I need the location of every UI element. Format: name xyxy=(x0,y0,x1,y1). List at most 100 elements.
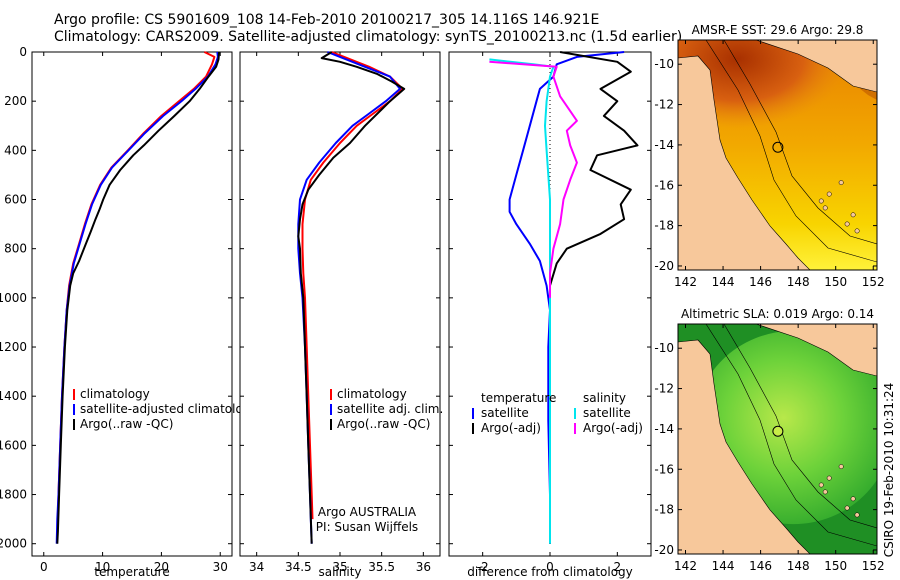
header-title-2: Climatology: CARS2009. Satellite-adjuste… xyxy=(54,29,683,45)
series-line xyxy=(56,51,221,544)
credit-text: CSIRO 19-Feb-2010 10:31:24 xyxy=(882,382,896,558)
x-tick-label: 34.5 xyxy=(285,560,312,574)
difference-legend: temperaturesatelliteArgo(-adj)salinitysa… xyxy=(472,391,643,435)
x-tick-label: 36 xyxy=(416,560,431,574)
reef xyxy=(818,198,824,204)
y-tick-label: 400 xyxy=(4,143,27,157)
argo-org-label: Argo AUSTRALIA xyxy=(318,505,417,519)
map-y-tick-label: -14 xyxy=(654,138,674,152)
map-body xyxy=(678,40,877,270)
legend-label: satellite-adjusted climatology xyxy=(80,402,258,416)
y-tick-label: 1400 xyxy=(0,389,27,403)
map-y-tick-label: -20 xyxy=(654,543,674,557)
bathymetry-contour xyxy=(723,40,877,245)
x-tick-label: -2 xyxy=(477,560,489,574)
reef xyxy=(854,512,860,518)
land-png xyxy=(755,40,877,93)
x-tick-label: 0 xyxy=(546,560,554,574)
reef xyxy=(838,180,844,186)
series-line xyxy=(508,51,625,544)
bathymetry-contour xyxy=(705,324,877,547)
map-title: Altimetric SLA: 0.019 Argo: 0.14 xyxy=(681,307,874,321)
y-tick-label: 1000 xyxy=(0,291,27,305)
bathymetry-contour xyxy=(705,40,877,263)
series-line xyxy=(489,58,555,544)
y-tick-label: 600 xyxy=(4,193,27,207)
legend-label: satellite adj. clim. xyxy=(337,402,443,416)
map-y-tick-label: -14 xyxy=(654,422,674,436)
bathymetry-contour xyxy=(723,324,877,529)
legend-label: climatology xyxy=(337,387,407,401)
map-y-tick-label: -18 xyxy=(654,503,674,517)
x-tick-label: 34 xyxy=(249,560,264,574)
sla-map: Altimetric SLA: 0.019 Argo: 0.14 142 144 14… xyxy=(654,307,884,573)
map-x-tick-label: 146 xyxy=(749,275,772,289)
reef xyxy=(850,212,856,218)
map-frame xyxy=(677,39,878,271)
plot-frame xyxy=(31,51,233,557)
map-y-tick-label: -12 xyxy=(654,382,674,396)
reef xyxy=(818,482,824,488)
reef xyxy=(844,221,850,227)
map-y-tick-label: -16 xyxy=(654,462,674,476)
legend-label: satellite xyxy=(583,406,631,420)
x-axis-label: difference from climatology xyxy=(467,565,633,579)
pi-label: PI: Susan Wijffels xyxy=(316,520,418,534)
plot-frame xyxy=(239,51,441,557)
map-y-tick-label: -20 xyxy=(654,259,674,273)
reef xyxy=(844,505,850,511)
x-axis-label: temperature xyxy=(94,565,169,579)
header-title-1: Argo profile: CS 5901609_108 14-Feb-2010… xyxy=(54,12,600,28)
map-x-tick-label: 148 xyxy=(787,275,810,289)
y-tick-label: 0 xyxy=(19,45,27,59)
x-tick-label: 35.5 xyxy=(368,560,395,574)
map-x-tick-label: 144 xyxy=(712,559,735,573)
reef xyxy=(826,475,832,481)
map-x-tick-label: 150 xyxy=(824,559,847,573)
map-x-tick-label: 142 xyxy=(674,559,697,573)
land-png xyxy=(755,324,877,377)
map-y-tick-label: -18 xyxy=(654,219,674,233)
y-tick-label: 1600 xyxy=(0,438,27,452)
sst-map: AMSR-E SST: 29.6 Argo: 29.8 142 144 146 148 1… xyxy=(654,23,884,289)
map-x-tick-label: 148 xyxy=(787,559,810,573)
map-title: AMSR-E SST: 29.6 Argo: 29.8 xyxy=(692,23,864,37)
map-body xyxy=(678,324,877,554)
x-tick-label: 35 xyxy=(332,560,347,574)
legend-label: Argo(..raw -QC) xyxy=(80,417,173,431)
x-tick-label: 10 xyxy=(95,560,110,574)
reef xyxy=(838,464,844,470)
map-x-tick-label: 150 xyxy=(824,275,847,289)
map-y-tick-label: -12 xyxy=(654,98,674,112)
map-y-tick-label: -10 xyxy=(654,341,674,355)
x-tick-label: 20 xyxy=(154,560,169,574)
x-tick-label: 2 xyxy=(614,560,622,574)
map-x-tick-label: 142 xyxy=(674,275,697,289)
profile-panel-2: 34 34.5 35 35.5 36 salinity climatologysatelli… xyxy=(239,51,443,579)
y-tick-label: 1800 xyxy=(0,488,27,502)
map-y-tick-label: -16 xyxy=(654,178,674,192)
map-x-tick-label: 144 xyxy=(712,275,735,289)
reef xyxy=(822,489,828,495)
legend-label: Argo(-adj) xyxy=(481,421,541,435)
y-tick-label: 200 xyxy=(4,94,27,108)
legend-label: Argo(..raw -QC) xyxy=(337,417,430,431)
reef xyxy=(850,496,856,502)
land-australia xyxy=(678,339,811,554)
legend-label: salinity xyxy=(583,391,626,405)
map-frame xyxy=(677,323,878,555)
x-tick-label: 30 xyxy=(213,560,228,574)
profile-panel-1: 0 10 20 30 0 200 400 600 800 1000 1200 1400 1600 1800… xyxy=(0,45,258,579)
legend-label: temperature xyxy=(481,391,556,405)
series-line xyxy=(489,60,578,298)
x-tick-label: 0 xyxy=(40,560,48,574)
reef xyxy=(854,228,860,234)
legend-label: satellite xyxy=(481,406,529,420)
y-tick-label: 2000 xyxy=(0,537,27,551)
reef xyxy=(826,191,832,197)
map-x-tick-label: 152 xyxy=(862,275,885,289)
x-axis-label: salinity xyxy=(318,565,361,579)
land-australia xyxy=(678,55,811,270)
